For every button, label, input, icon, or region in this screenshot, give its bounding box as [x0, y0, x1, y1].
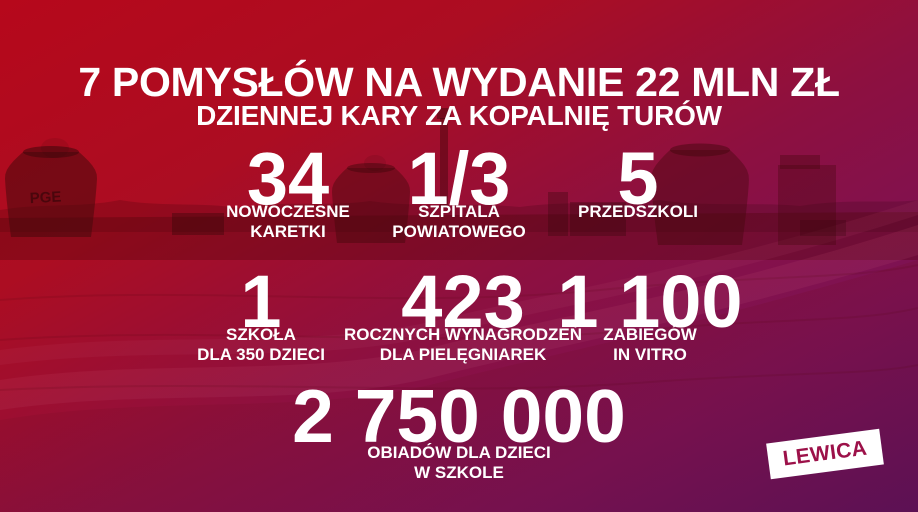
svg-text:PGE: PGE — [29, 188, 62, 207]
